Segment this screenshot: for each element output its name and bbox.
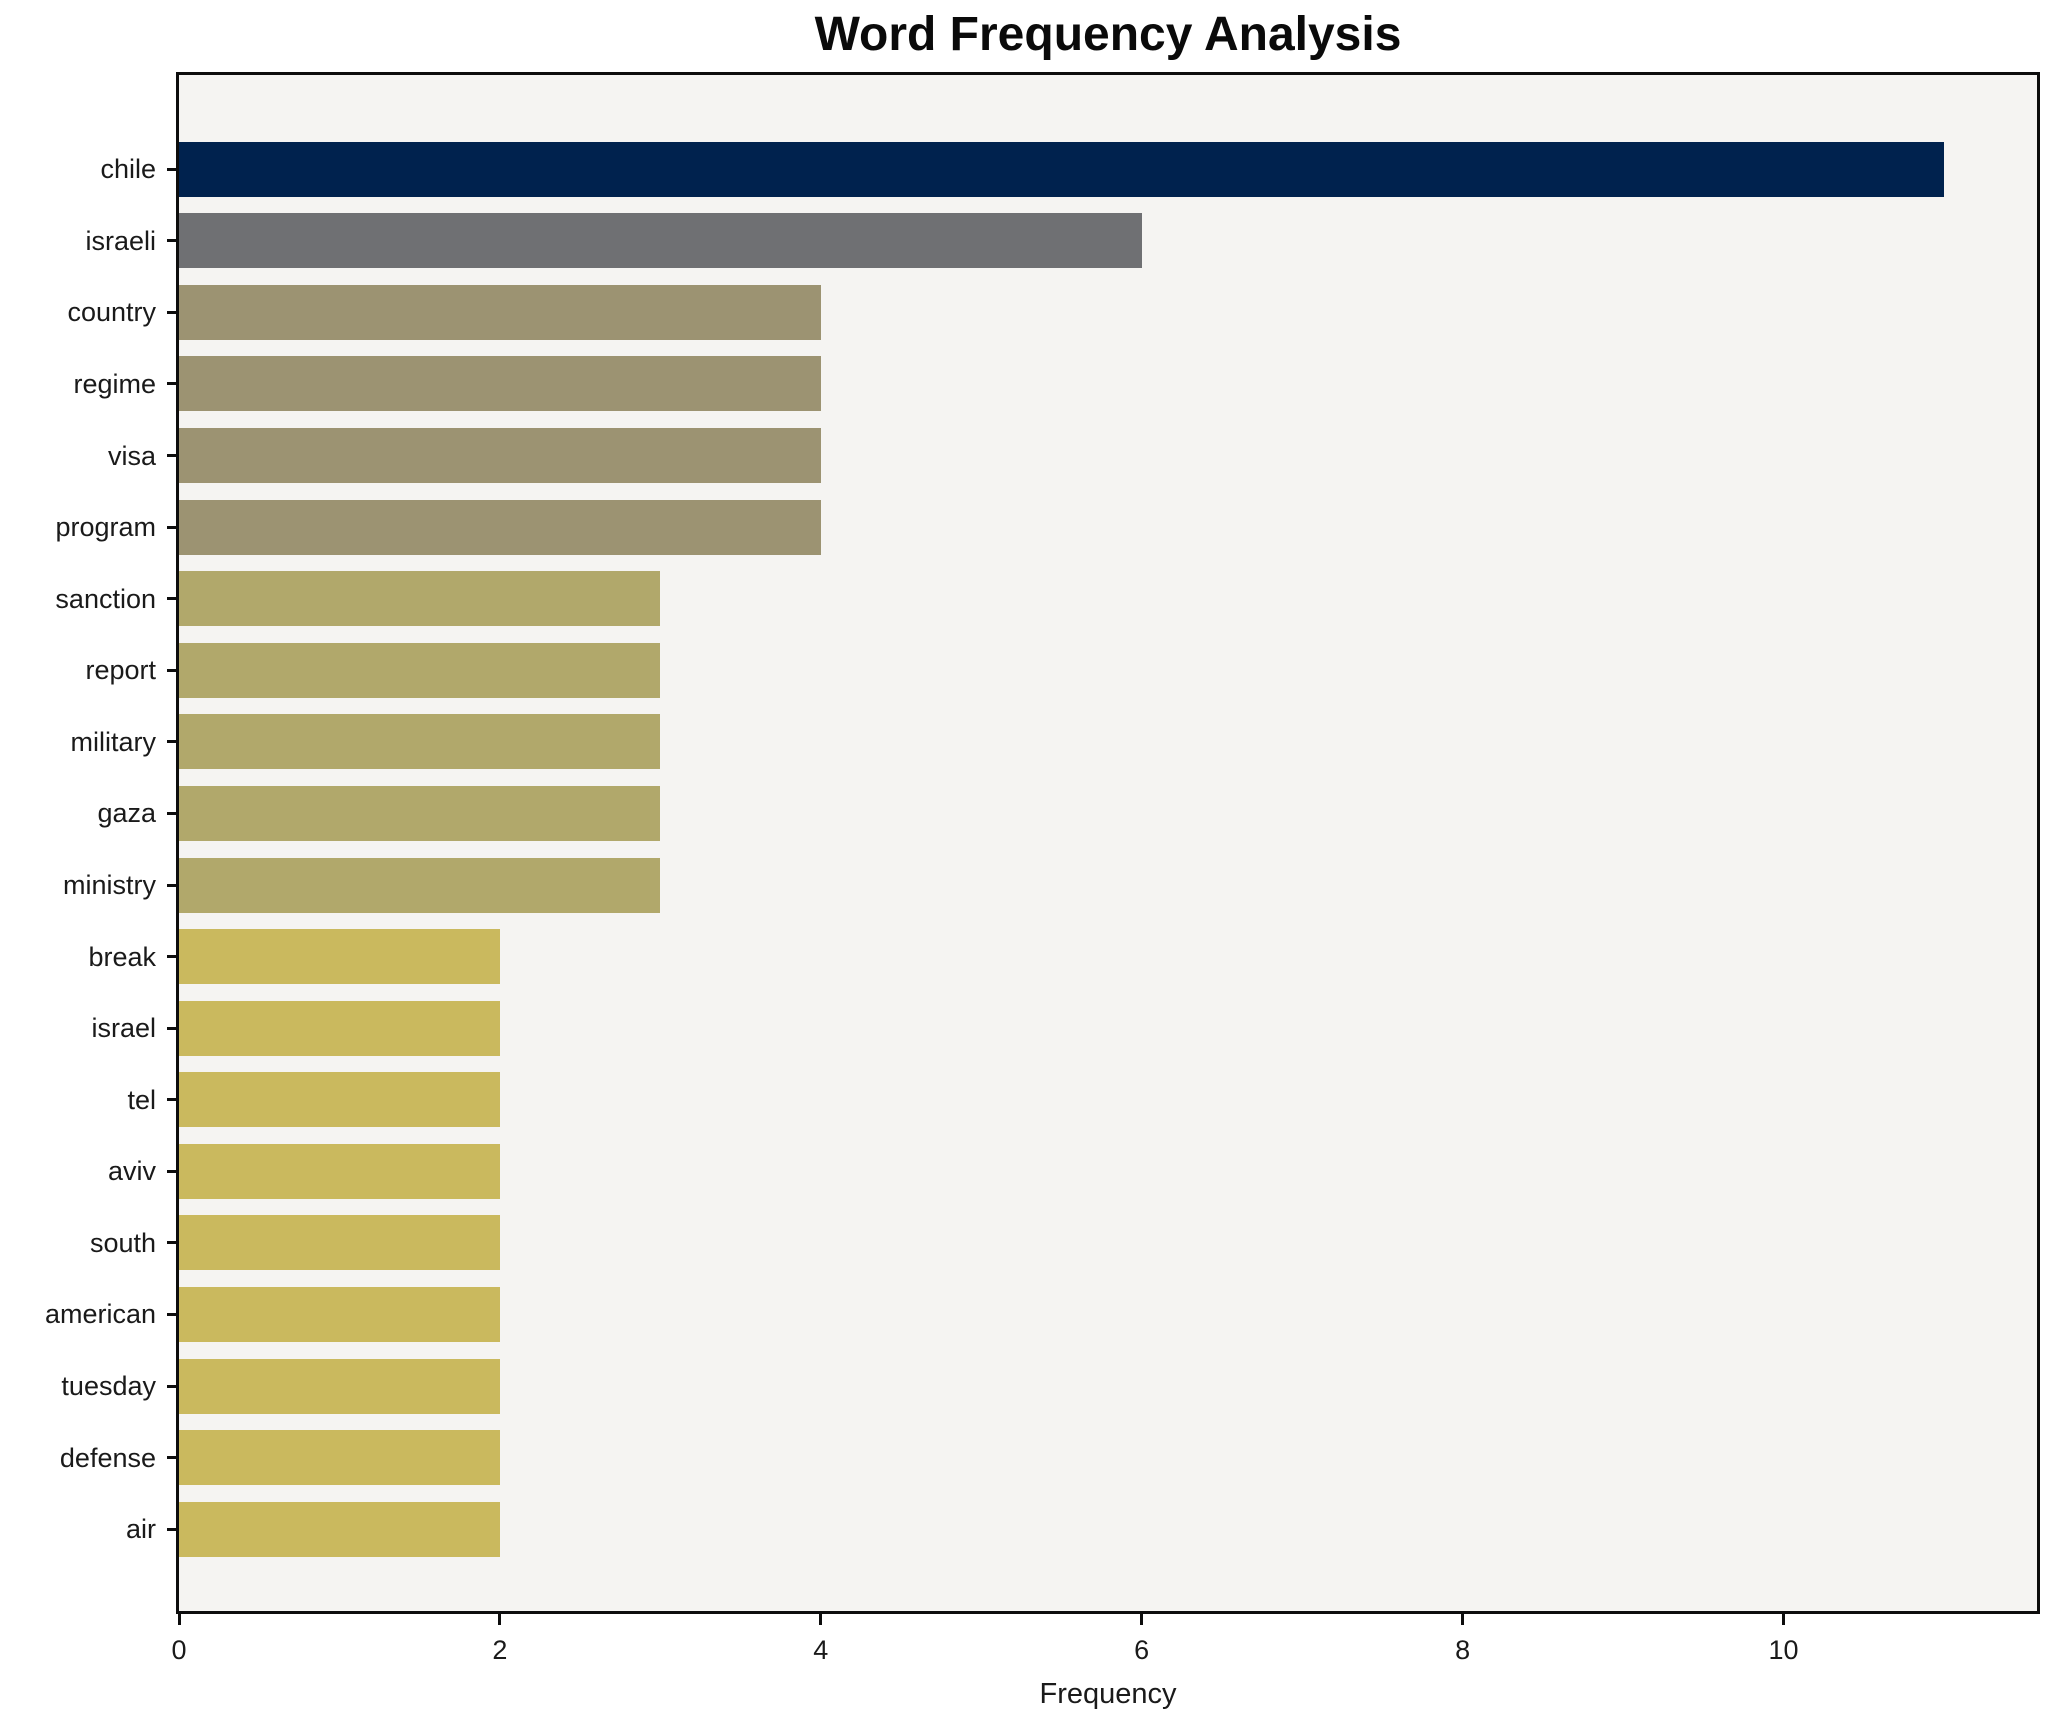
y-tick-mark — [167, 1384, 176, 1388]
y-tick-label: break — [88, 941, 156, 972]
bar — [179, 213, 1142, 269]
x-tick-mark — [177, 1614, 181, 1625]
bar — [179, 1286, 500, 1342]
x-tick-mark — [1781, 1614, 1785, 1625]
bar — [179, 1358, 500, 1414]
y-tick-mark — [167, 811, 176, 815]
y-tick-mark — [167, 454, 176, 458]
y-tick-label: chile — [100, 154, 156, 185]
y-tick-label: ministry — [63, 870, 156, 900]
x-tick-label: 8 — [1455, 1635, 1471, 1665]
y-tick-label: gaza — [97, 798, 156, 829]
y-tick-label: israeli — [85, 225, 156, 256]
bar — [179, 642, 661, 698]
y-tick-label: israel — [91, 1013, 156, 1044]
y-tick-label: aviv — [107, 1156, 156, 1187]
x-tick-mark — [1461, 1614, 1465, 1625]
y-tick-label: sanction — [55, 583, 156, 614]
x-tick-label: 4 — [813, 1635, 829, 1665]
y-tick-mark — [167, 167, 176, 171]
y-tick-mark — [167, 1527, 176, 1531]
bar — [179, 141, 1944, 197]
y-tick-label: visa — [107, 440, 156, 471]
bar — [179, 1501, 500, 1557]
bar — [179, 1072, 500, 1128]
bar — [179, 571, 661, 627]
y-tick-mark — [167, 1312, 176, 1316]
bar — [179, 1215, 500, 1271]
y-tick-label: program — [55, 512, 156, 543]
chart-title: Word Frequency Analysis — [814, 8, 1402, 61]
y-tick-mark — [167, 1169, 176, 1173]
y-tick-label: regime — [73, 368, 156, 399]
bar — [179, 356, 821, 412]
x-tick-mark — [498, 1614, 502, 1625]
bar — [179, 714, 661, 770]
bar — [179, 284, 821, 340]
bar — [179, 785, 661, 841]
y-tick-label: american — [44, 1299, 156, 1330]
bar — [179, 1430, 500, 1486]
y-tick-mark — [167, 1241, 176, 1245]
bar — [179, 428, 821, 484]
y-tick-mark — [167, 310, 176, 314]
x-axis-title: Frequency — [1039, 1678, 1177, 1710]
bar — [179, 929, 500, 985]
y-tick-mark — [167, 1456, 176, 1460]
bar — [179, 1000, 500, 1056]
y-tick-mark — [167, 668, 176, 672]
bar — [179, 499, 821, 555]
y-tick-mark — [167, 955, 176, 959]
y-tick-label: air — [125, 1514, 156, 1545]
x-tick-label: 0 — [171, 1635, 187, 1665]
y-tick-mark — [167, 883, 176, 887]
plot-area — [176, 72, 2040, 1614]
x-tick-label: 2 — [492, 1635, 508, 1665]
y-tick-label: military — [70, 726, 157, 757]
bar — [179, 1143, 500, 1199]
x-tick-mark — [819, 1614, 823, 1625]
y-tick-label: south — [89, 1227, 156, 1258]
y-tick-mark — [167, 740, 176, 744]
y-tick-label: report — [85, 655, 156, 686]
y-tick-label: country — [67, 297, 156, 328]
y-tick-mark — [167, 525, 176, 529]
y-tick-label: tuesday — [61, 1371, 156, 1402]
y-tick-label: defense — [59, 1442, 156, 1473]
x-tick-label: 6 — [1134, 1635, 1150, 1665]
bar — [179, 857, 661, 913]
y-tick-mark — [167, 382, 176, 386]
x-tick-label: 10 — [1768, 1635, 1799, 1665]
y-tick-mark — [167, 1026, 176, 1030]
x-tick-mark — [1140, 1614, 1144, 1625]
y-tick-mark — [167, 597, 176, 601]
y-tick-label: tel — [127, 1084, 156, 1115]
y-tick-mark — [167, 239, 176, 243]
y-tick-mark — [167, 1098, 176, 1102]
